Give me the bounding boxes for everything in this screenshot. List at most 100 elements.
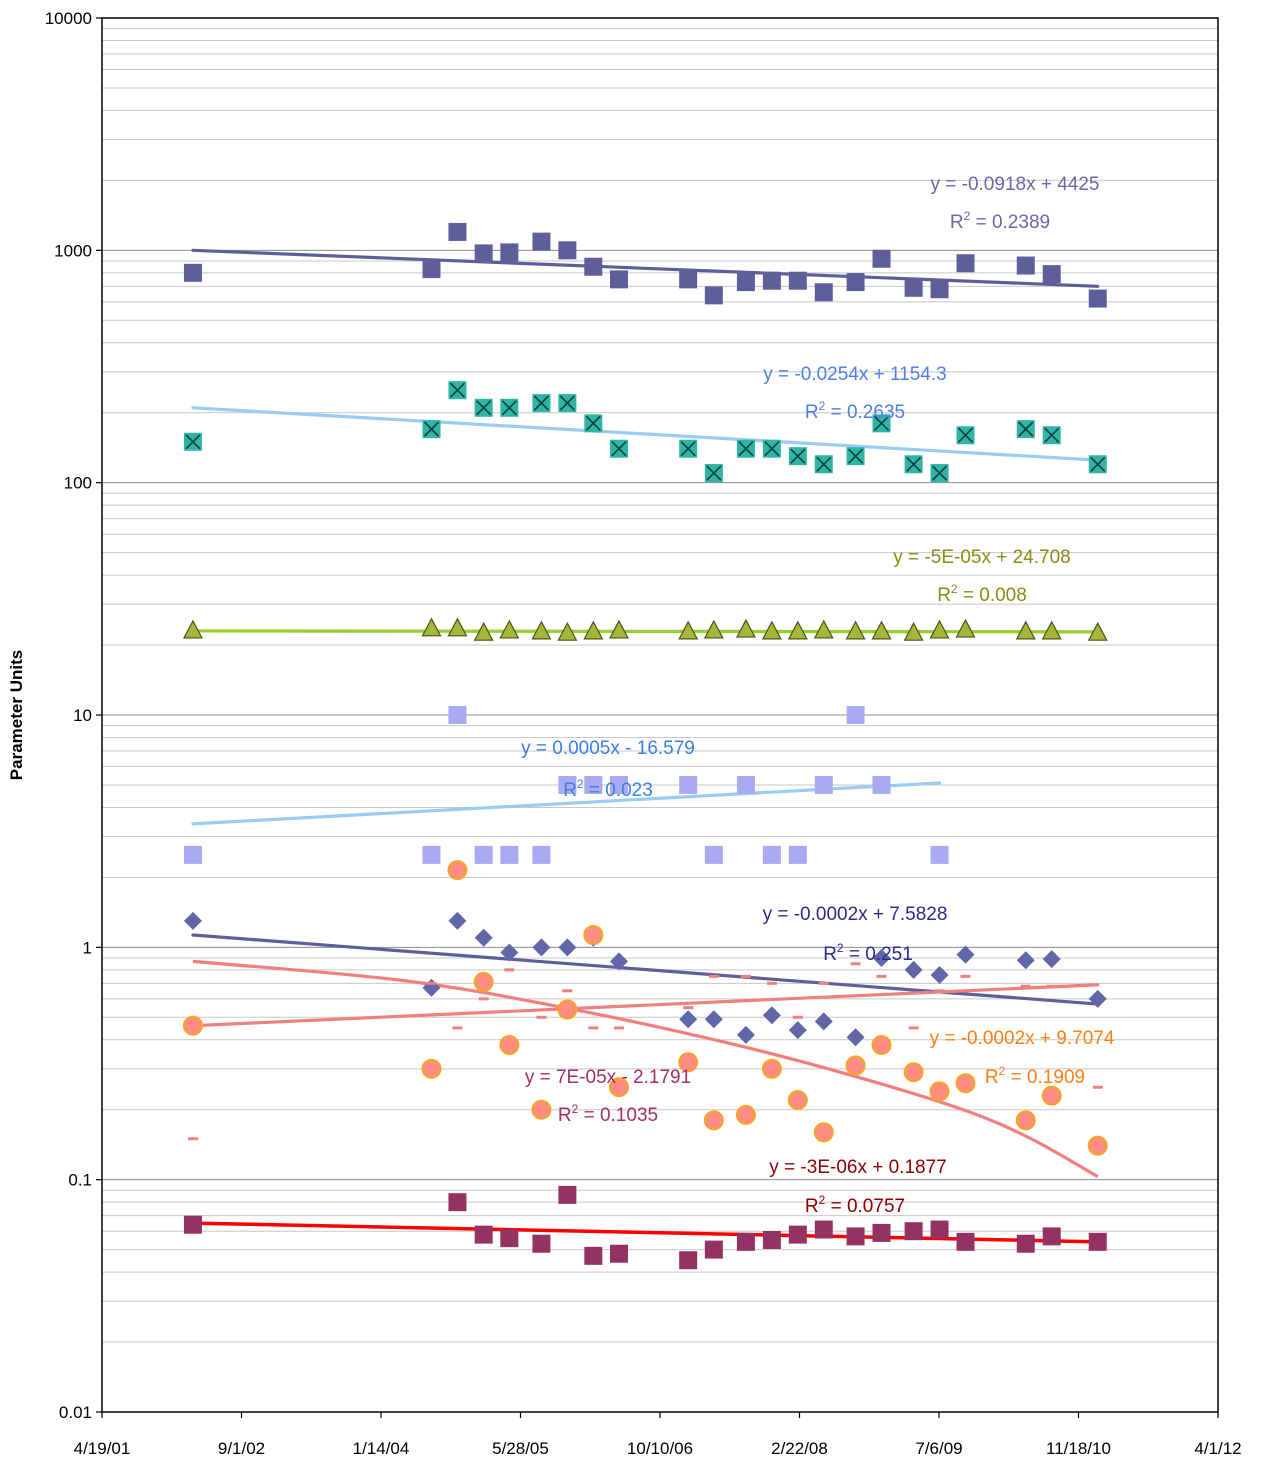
data-point — [788, 447, 807, 466]
data-point — [930, 1220, 949, 1239]
data-point — [787, 620, 808, 640]
data-point — [558, 938, 577, 957]
data-point — [1016, 256, 1035, 275]
data-point — [426, 981, 437, 985]
data-point — [740, 974, 751, 978]
data-point — [813, 1122, 834, 1143]
data-point — [499, 1034, 520, 1055]
data-point — [761, 620, 782, 640]
data-point — [588, 1026, 599, 1030]
data-point — [422, 420, 441, 439]
data-point — [903, 1062, 924, 1083]
data-point — [872, 414, 891, 433]
data-point — [1042, 1227, 1061, 1246]
x-tick-label: 9/1/02 — [218, 1439, 265, 1458]
data-point — [1046, 984, 1057, 988]
data-point — [500, 243, 519, 262]
data-point — [762, 439, 781, 458]
data-point — [558, 241, 577, 260]
trendline-equation: y = -0.0002x + 7.5828 — [763, 904, 948, 925]
data-point — [474, 244, 493, 263]
data-point — [814, 283, 833, 302]
data-point — [478, 997, 489, 1001]
data-point — [608, 1077, 629, 1098]
data-point — [814, 1220, 833, 1239]
data-point — [609, 439, 628, 458]
data-point — [813, 619, 834, 639]
data-point — [762, 1230, 781, 1249]
trendline-equation: y = -5E-05x + 24.708 — [893, 547, 1070, 568]
data-point — [584, 775, 603, 794]
data-point — [788, 1225, 807, 1244]
data-point — [1016, 420, 1035, 439]
data-point — [1042, 426, 1061, 445]
data-point — [609, 1244, 628, 1263]
data-point — [1092, 1085, 1103, 1089]
series-6-markers — [182, 860, 1108, 1156]
data-point — [1016, 951, 1035, 970]
data-point — [183, 911, 202, 930]
data-point — [762, 845, 781, 864]
data-point — [787, 1090, 808, 1111]
trendline-series-6 — [192, 959, 1099, 1179]
trendline-equation: y = -3E-06x + 0.1877 — [769, 1157, 946, 1178]
data-point — [955, 1073, 976, 1094]
data-point — [908, 1026, 919, 1030]
data-point — [536, 1015, 547, 1019]
series-7-markers — [187, 962, 1103, 1141]
data-point — [903, 621, 924, 641]
data-point — [871, 620, 892, 640]
data-point — [183, 432, 202, 451]
data-point — [532, 845, 551, 864]
data-point — [531, 1099, 552, 1120]
data-point — [736, 1232, 755, 1251]
data-point — [846, 706, 865, 724]
data-point — [736, 273, 755, 292]
data-point — [500, 398, 519, 417]
x-tick-label: 7/6/09 — [915, 1439, 962, 1458]
data-point — [504, 968, 515, 972]
data-point — [872, 1223, 891, 1242]
data-point — [845, 620, 866, 640]
data-point — [1088, 989, 1107, 1008]
data-point — [814, 455, 833, 474]
data-point — [1088, 289, 1107, 308]
data-point — [929, 1081, 950, 1102]
r-squared-label: R2 = 0.1035 — [558, 1102, 658, 1126]
x-tick-label: 10/10/06 — [627, 1439, 693, 1458]
data-point — [1015, 1110, 1036, 1131]
data-point — [846, 273, 865, 292]
data-point — [683, 1006, 694, 1010]
data-point — [929, 619, 950, 639]
trendline-series-7 — [191, 983, 1100, 1028]
r-squared-label: R2 = 0.0757 — [805, 1193, 905, 1217]
data-point — [704, 286, 723, 305]
data-point — [956, 1232, 975, 1251]
data-point — [872, 775, 891, 794]
data-point — [704, 845, 723, 864]
r-squared-label: R2 = 0.251 — [823, 941, 913, 965]
r-squared-label: R2 = 0.2635 — [805, 399, 905, 423]
data-point — [735, 618, 756, 638]
data-point — [558, 775, 577, 794]
data-point — [1042, 950, 1061, 969]
data-point — [473, 621, 494, 641]
data-point — [500, 845, 519, 864]
data-point — [679, 439, 698, 458]
data-point — [871, 1034, 892, 1055]
data-point — [558, 394, 577, 413]
data-point — [736, 1025, 755, 1044]
data-point — [532, 1234, 551, 1253]
data-point — [608, 619, 629, 639]
data-point — [788, 845, 807, 864]
data-point — [183, 845, 202, 864]
data-point — [183, 263, 202, 282]
data-point — [500, 1229, 519, 1248]
data-point — [704, 464, 723, 483]
data-point — [583, 925, 604, 946]
data-point — [788, 1021, 807, 1040]
data-point — [562, 989, 573, 993]
data-point — [818, 981, 829, 985]
data-point — [182, 619, 203, 639]
data-point — [499, 619, 520, 639]
